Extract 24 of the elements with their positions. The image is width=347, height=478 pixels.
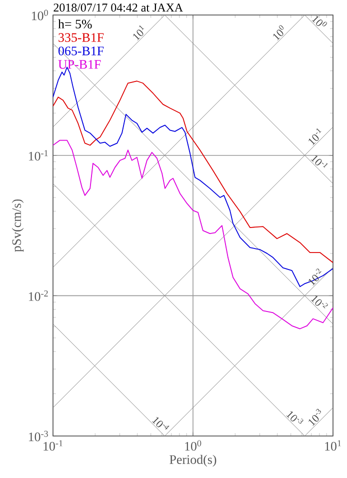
x-axis-title: Period(s) [170, 454, 216, 467]
annotation: 10$^{-3}$ [286, 411, 304, 424]
text: UP-B1F [58, 60, 101, 69]
text: 335-B1F [58, 33, 104, 42]
annotation: 10$^{-2}$ [308, 268, 322, 286]
y-tick-label: 10$^{-2}$ [28, 290, 48, 301]
chart-title: 2018/07/17 04:42 at JAXA [54, 4, 183, 12]
y-tick-label: 10$^{-1}$ [28, 150, 48, 161]
annotation: 10$^{-2}$ [310, 296, 328, 308]
annotation: 10$^{-3}$ [308, 408, 321, 426]
annotation: 10$^{1}$ [133, 25, 144, 41]
x-tick-label: 10$^{1}$ [325, 440, 341, 451]
annotation: 10$^{0}$ [312, 16, 327, 26]
annotation: 10$^{-1}$ [310, 155, 328, 168]
annotation: 10$^{-4}$ [152, 417, 170, 430]
annotation: 10$^{-1}$ [308, 128, 322, 146]
series-label: 065-B1F [58, 46, 104, 56]
annotation: h= 5% [58, 19, 92, 28]
y-tick-label: 10$^{0}$ [32, 10, 48, 20]
x-tick-label: 10$^{0}$ [185, 440, 202, 451]
x-tick-label: 10$^{-1}$ [44, 440, 62, 451]
annotation: 10$^{0}$ [273, 25, 284, 41]
y-axis-title: pSv(cm/s) [12, 199, 24, 252]
y-tick-label: 10$^{-3}$ [28, 430, 48, 442]
